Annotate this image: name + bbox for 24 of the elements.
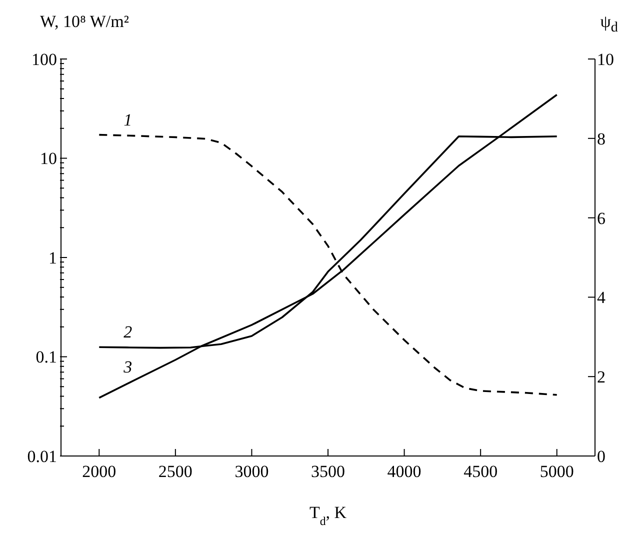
x-tick-label: 5000 [540, 462, 574, 482]
y-tick-label: 100 [32, 50, 57, 69]
y-tick-label: 0.01 [27, 446, 57, 466]
x-tick-label: 4500 [464, 462, 498, 482]
y2-tick-label: 4 [597, 288, 606, 308]
series-label: 3 [122, 358, 132, 377]
y2-tick-label: 2 [597, 368, 606, 387]
y2-tick-label: 10 [597, 50, 614, 70]
series-label: 2 [124, 322, 133, 342]
y-tick-label: 0.1 [36, 348, 57, 367]
y2-tick-label: 0 [597, 447, 606, 466]
x-axis-title: T$_{d}$, K [309, 503, 348, 528]
y-tick-label: 1 [48, 248, 57, 268]
y2-tick-label: 8 [597, 129, 606, 148]
x-tick-label: 3500 [311, 462, 345, 482]
x-tick-label: 3000 [234, 462, 269, 482]
y-tick-label: 10 [40, 149, 57, 168]
series-label: 1 [124, 110, 132, 130]
x-tick-label: 2000 [82, 462, 116, 482]
y-axis-title: W, 10⁸ W/m² [40, 12, 129, 32]
y2-tick-label: 6 [597, 208, 606, 228]
x-tick-label: 4000 [387, 462, 422, 482]
y2-axis-title: ψ$_{d}$ [600, 12, 618, 36]
x-tick-label: 2500 [158, 462, 192, 482]
